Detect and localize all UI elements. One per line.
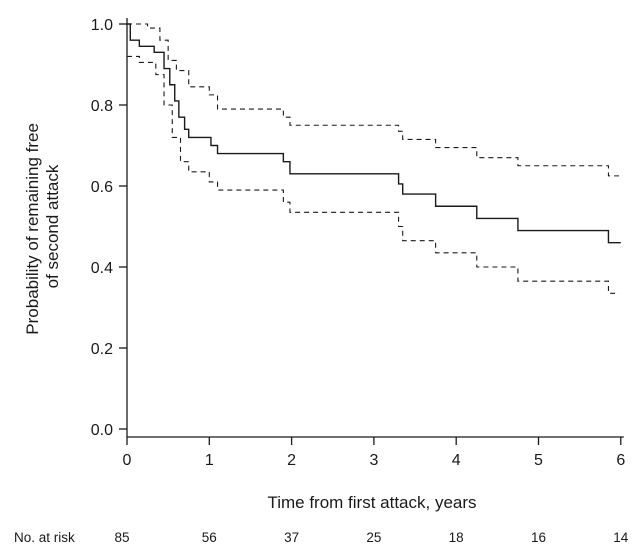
y-axis-title-line-1: Probability of remaining free <box>23 123 42 335</box>
risk-count: 16 <box>531 530 546 545</box>
x-tick-label: 2 <box>287 452 296 469</box>
risk-count: 56 <box>202 530 217 545</box>
risk-table-label: No. at risk <box>14 530 75 545</box>
y-tick-label: 1.0 <box>91 17 113 34</box>
x-axis: 0 1 2 3 4 5 6 <box>123 436 625 469</box>
y-tick-label: 0.4 <box>91 260 113 277</box>
x-axis-title: Time from first attack, years <box>267 493 476 512</box>
x-tick-label: 5 <box>534 452 543 469</box>
risk-count: 37 <box>284 530 299 545</box>
plot-area <box>127 23 621 294</box>
risk-count: 85 <box>114 530 129 545</box>
confidence-band-line <box>127 23 620 177</box>
x-tick-label: 4 <box>452 452 461 469</box>
risk-table: No. at risk 85 56 37 25 18 16 14 <box>14 530 629 545</box>
risk-count: 14 <box>613 530 629 545</box>
y-tick-label: 0.8 <box>91 98 113 115</box>
y-tick-label: 0.6 <box>91 179 113 196</box>
risk-count: 25 <box>366 530 381 545</box>
y-axis-title: Probability of remaining free of second … <box>23 118 62 334</box>
x-tick-label: 0 <box>123 452 132 469</box>
x-tick-label: 1 <box>205 452 214 469</box>
confidence-band-line <box>127 55 620 294</box>
y-tick-label: 0.2 <box>91 341 113 358</box>
y-tick-label: 0.0 <box>91 422 113 439</box>
survival-curve <box>127 23 621 244</box>
y-axis: 0.0 0.2 0.4 0.6 0.8 1.0 <box>91 17 128 439</box>
x-tick-label: 6 <box>616 452 625 469</box>
x-tick-label: 3 <box>369 452 378 469</box>
risk-count: 18 <box>449 530 464 545</box>
y-axis-title-line-2: of second attack <box>43 164 62 288</box>
